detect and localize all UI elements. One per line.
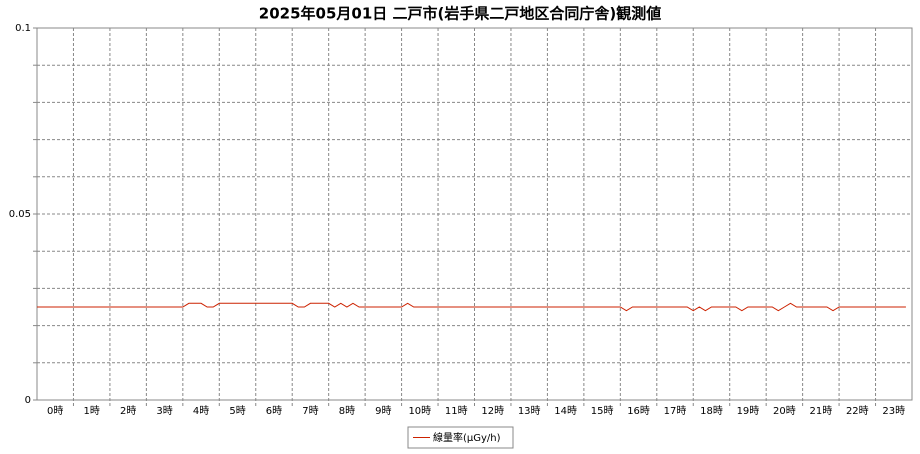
- x-tick-label: 15時: [591, 405, 614, 417]
- x-tick-label: 20時: [773, 405, 796, 417]
- x-tick-label: 3時: [156, 405, 172, 417]
- x-tick-label: 2時: [120, 405, 136, 417]
- x-tick-label: 19時: [737, 405, 760, 417]
- x-tick-label: 14時: [554, 405, 577, 417]
- data-line: [37, 302, 906, 312]
- y-tick-label: 0: [25, 395, 31, 406]
- chart-title: 2025年05月01日 二戸市(岩手県二戸地区合同庁舎)観測値: [259, 5, 661, 23]
- x-tick-label: 23時: [882, 405, 905, 417]
- x-tick-label: 9時: [375, 405, 391, 417]
- x-tick-label: 7時: [302, 405, 318, 417]
- x-tick-label: 13時: [518, 405, 541, 417]
- x-tick-label: 8時: [339, 405, 355, 417]
- x-tick-label: 21時: [809, 405, 832, 417]
- x-tick-label: 22時: [846, 405, 869, 417]
- x-tick-label: 0時: [47, 405, 63, 417]
- x-tick-label: 16時: [627, 405, 650, 417]
- x-tick-label: 17時: [664, 405, 687, 417]
- x-tick-label: 1時: [84, 405, 100, 417]
- x-tick-label: 5時: [229, 405, 245, 417]
- y-tick-label: 0.1: [15, 23, 31, 34]
- legend-label: 線量率(μGy/h): [433, 431, 501, 444]
- x-tick-label: 12時: [481, 405, 504, 417]
- x-tick-label: 11時: [445, 405, 468, 417]
- x-tick-label: 10時: [408, 405, 431, 417]
- plot-frame: [36, 27, 913, 401]
- legend-box: [407, 426, 514, 449]
- x-tick-label: 4時: [193, 405, 209, 417]
- y-tick-label: 0.05: [9, 209, 31, 220]
- x-tick-label: 18時: [700, 405, 723, 417]
- x-tick-label: 6時: [266, 405, 282, 417]
